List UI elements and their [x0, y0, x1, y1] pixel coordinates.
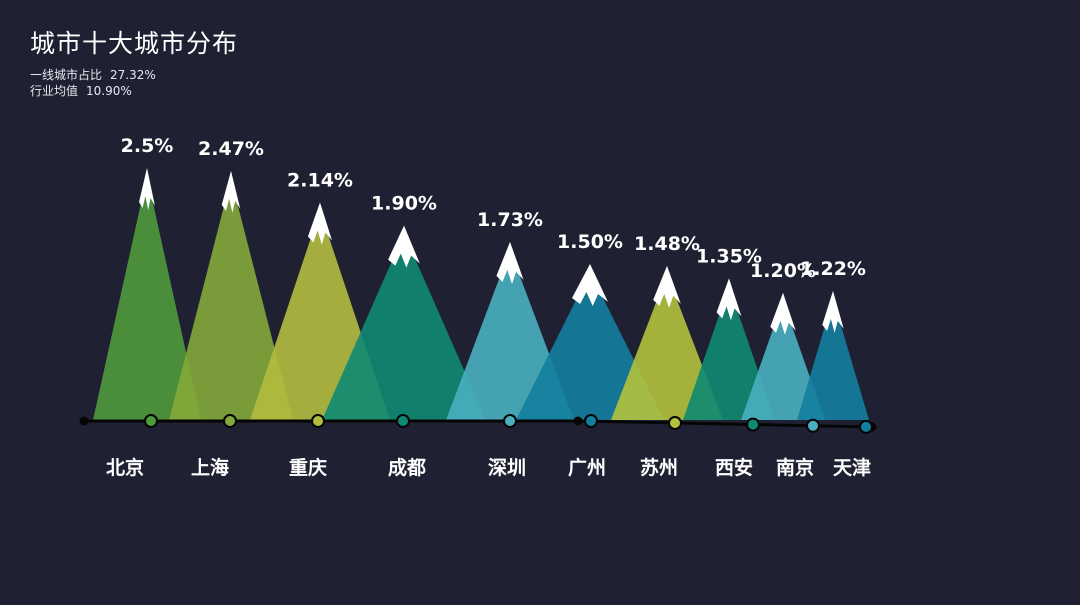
category-label: 西安 — [715, 456, 753, 479]
snow-cap — [388, 225, 420, 268]
stat-value: 27.32% — [110, 68, 156, 82]
category-label: 深圳 — [488, 456, 526, 479]
value-label: 2.47% — [198, 138, 264, 160]
mountain-苏州 — [611, 265, 723, 420]
mountains — [93, 168, 869, 420]
stat-industry-average: 行业均值 10.90% — [30, 82, 132, 99]
axis-marker-南京 — [806, 418, 820, 433]
value-label: 2.5% — [121, 135, 174, 157]
snow-cap — [572, 264, 608, 306]
stat-label: 行业均值 — [30, 84, 79, 98]
value-label: 1.35% — [696, 245, 762, 267]
mountain-西安 — [683, 278, 775, 420]
mountain-南京 — [741, 292, 825, 420]
value-label: 1.90% — [371, 193, 437, 215]
snow-cap — [822, 290, 844, 333]
axis-marker-深圳 — [503, 414, 517, 428]
category-label: 广州 — [568, 456, 606, 479]
mountain-天津 — [797, 290, 869, 420]
snow-cap — [221, 170, 241, 213]
chart-title: 城市十大城市分布 — [30, 29, 239, 58]
value-labels: 2.5% 2.47%2.14%1.90%1.73%1.50% 1.48%1.35%1… — [121, 135, 866, 282]
stat-value: 10.90% — [86, 84, 132, 98]
snow-cap — [653, 265, 681, 308]
axis-mid-dot — [573, 416, 583, 426]
axis-marker-上海 — [223, 414, 237, 428]
value-label: 1.22% — [800, 258, 866, 280]
mountain-body — [322, 233, 486, 420]
category-label: 北京 — [106, 456, 144, 479]
category-label: 苏州 — [640, 456, 678, 479]
stat-first-tier-share: 一线城市占比 27.32% — [30, 66, 156, 83]
axis-marker-成都 — [396, 414, 410, 428]
value-label: 1.50% — [557, 231, 623, 253]
mountain-body — [741, 300, 825, 420]
mountain-body — [797, 298, 869, 420]
snow-cap — [139, 168, 155, 210]
category-label: 上海 — [191, 456, 229, 479]
mountain-body — [683, 286, 775, 420]
mountain-body — [93, 176, 201, 420]
mountain-北京 — [93, 168, 201, 420]
axis-marker-重庆 — [311, 414, 325, 428]
category-label: 南京 — [776, 456, 814, 479]
mountain-body — [169, 178, 293, 420]
snow-cap — [770, 292, 796, 335]
category-label: 重庆 — [289, 456, 327, 479]
value-label: 1.48% — [634, 233, 700, 255]
snow-cap — [496, 241, 524, 284]
axis-markers — [144, 414, 873, 434]
axis-marker-天津 — [859, 419, 873, 434]
value-label: 1.20% — [750, 260, 816, 282]
stat-label: 一线城市占比 — [30, 68, 103, 82]
snow-cap — [716, 278, 742, 321]
snow-cap — [307, 202, 333, 245]
mountain-成都 — [322, 225, 486, 420]
mountain-body — [611, 273, 723, 420]
value-label: 2.14% — [287, 170, 353, 192]
category-label: 天津 — [833, 456, 871, 479]
axis-marker-北京 — [144, 414, 158, 428]
axis-marker-苏州 — [668, 415, 682, 430]
mountain-上海 — [169, 170, 293, 420]
category-labels: 北京 上海 重庆 成都 深圳 广州 苏州 西安 南京 天津 — [106, 456, 871, 479]
axis-marker-西安 — [746, 417, 760, 432]
category-label: 成都 — [388, 456, 426, 479]
axis-marker-广州 — [584, 414, 598, 428]
value-label: 1.73% — [477, 209, 543, 231]
axis-start-dot — [79, 416, 89, 426]
